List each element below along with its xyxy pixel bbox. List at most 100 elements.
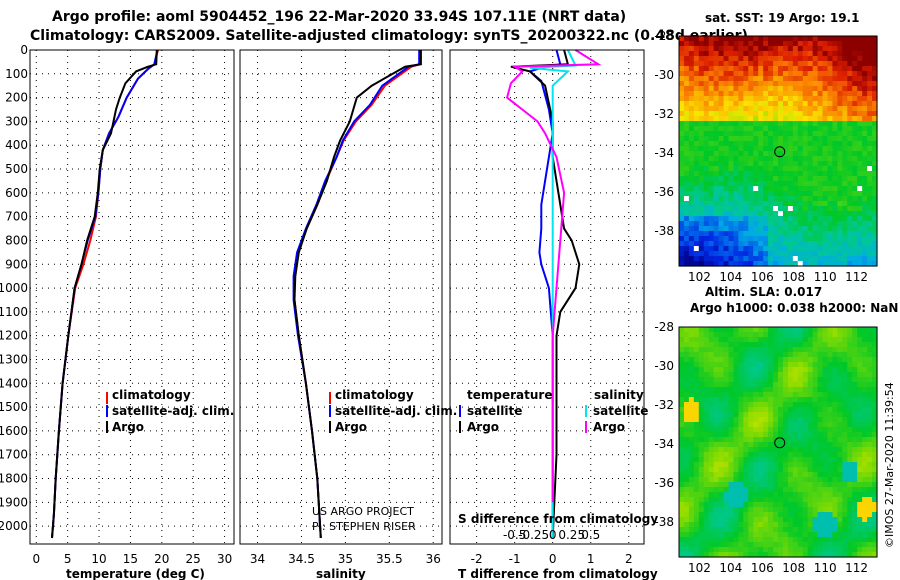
sla-cell [708,502,715,508]
sst-cell [807,216,814,222]
sst-cell [753,66,759,72]
sla-cell [688,512,695,518]
x-tick-label: 20 [154,552,169,566]
sla-cell [679,377,685,383]
sst-cell [862,121,868,127]
sla-cell [842,402,848,408]
sst-cell [817,136,824,142]
sst-cell [768,96,774,102]
sst-cell [778,36,784,42]
sst-cell [832,241,838,247]
sst-cell [782,56,789,62]
sst-cell [698,181,705,187]
sst-cell [758,161,764,167]
sla-cell [713,452,720,458]
sla-cell [688,442,695,448]
sst-cell [698,66,705,72]
sst-cell [743,86,749,92]
sla-cell [822,402,829,408]
sla-cell [792,552,799,558]
sla-cell [857,337,863,343]
sst-cell [768,36,774,42]
sst-cell [817,216,824,222]
sst-cell [817,96,824,102]
sst-cell [792,106,799,112]
sla-cell [857,452,863,458]
sst-cell [792,36,799,42]
sst-cell [738,46,744,52]
sst-cell [683,91,690,97]
sla-cell [723,427,730,433]
sst-cell [842,121,848,127]
sla-cell [812,387,819,393]
sla-cell [708,382,715,388]
sst-cell [713,171,720,177]
sla-cell [738,377,744,383]
sla-cell [817,427,824,433]
sla-cell [797,342,804,348]
sst-cell [817,256,824,262]
sla-cell [782,332,789,338]
sst-cell [738,151,744,157]
sla-cell [817,392,824,398]
sla-cell [832,427,838,433]
sst-cell [852,61,858,67]
sla-cell [862,442,868,448]
sla-cell [812,437,819,443]
sla-cell [842,502,848,508]
sst-cell [792,191,799,197]
sst-cell [822,166,829,172]
sla-cell [763,397,769,403]
sst-cell [763,131,769,137]
sst-cell [792,46,799,52]
sst-cell [763,236,769,242]
sla-cell [857,342,863,348]
project-credit: US ARGO PROJECT [312,505,414,518]
sla-cell [872,427,878,433]
sst-cell [679,191,685,197]
sst-cell [802,186,809,192]
sst-cell [758,136,764,142]
sla-cell [812,342,819,348]
sst-cell [679,126,685,132]
sst-cell [872,86,878,92]
sla-cell [778,512,784,518]
sla-cell [743,522,749,528]
sla-cell [782,342,789,348]
sst-cell [713,161,720,167]
sla-cell [753,387,759,393]
sla-cell [748,372,754,378]
sst-cell [802,56,809,62]
sla-cell [758,362,764,368]
sst-cell [693,186,700,192]
sst-cell [852,81,858,87]
sla-cell [872,457,878,463]
temperature-panel: 0100200300400500600700800900100011001200… [0,43,235,580]
sla-cell [842,547,848,553]
sst-cell [782,41,789,47]
sla-cell [827,447,834,453]
sst-cell [822,141,829,147]
sla-cell [852,547,858,553]
sla-cell [693,352,700,358]
sla-cell [797,402,804,408]
sla-cell [679,387,685,393]
sst-cell [728,231,735,237]
sst-cell [867,71,873,77]
sst-cell [857,146,863,152]
sla-cell [683,452,690,458]
sst-cell [683,66,690,72]
sla-cell [832,547,838,553]
sst-cell [698,101,705,107]
sla-cell [862,437,868,443]
sla-cell [812,327,819,333]
sla-cell [703,352,710,358]
sla-cell [837,442,843,448]
sla-cell [872,437,878,443]
sst-cell [693,91,700,97]
sst-cell [827,36,834,42]
sla-cell [768,367,774,373]
sst-cell [797,146,804,152]
sst-cell [723,186,730,192]
sst-cell [703,91,710,97]
